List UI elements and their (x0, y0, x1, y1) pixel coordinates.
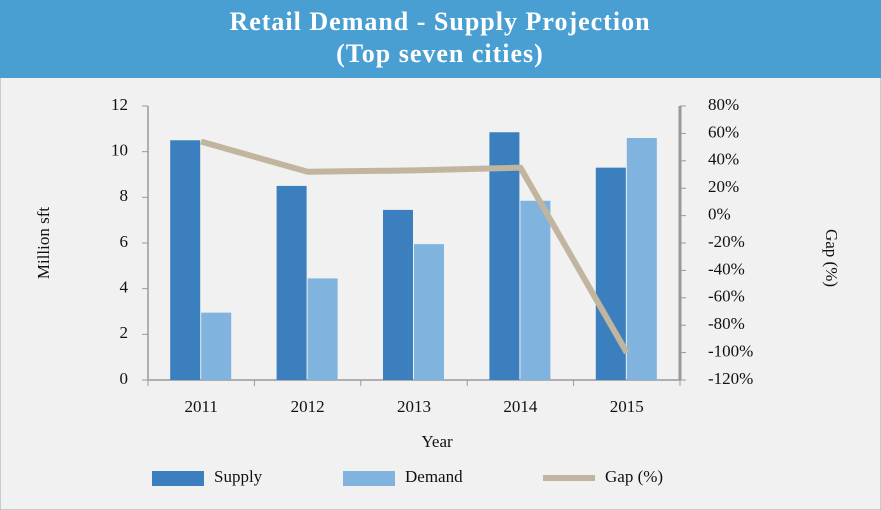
x-tick-label: 2012 (291, 397, 325, 416)
legend-label: Demand (405, 467, 463, 486)
y2-tick-label: 40% (708, 150, 739, 169)
y2-tick-label: 80% (708, 95, 739, 114)
bar (307, 278, 338, 380)
chart-subtitle: (Top seven cities) (336, 39, 544, 68)
legend-label: Gap (%) (605, 467, 663, 486)
bar (201, 312, 232, 380)
x-tick-label: 2011 (185, 397, 218, 416)
bar (489, 132, 520, 380)
y2-tick-label: -100% (708, 342, 753, 361)
y2-tick-label: -20% (708, 232, 745, 251)
chart-title: Retail Demand - Supply Projection (229, 7, 650, 36)
y-tick-label: 10 (111, 141, 128, 160)
y2-tick-label: 0% (708, 205, 731, 224)
bar (383, 209, 413, 380)
legend-label: Supply (214, 467, 263, 486)
bar (170, 140, 201, 380)
y2-axis-label: Gap (%) (822, 229, 841, 287)
y-tick-label: 8 (120, 186, 129, 205)
legend-swatch (152, 471, 204, 486)
y-tick-label: 0 (120, 369, 129, 388)
y2-tick-label: 20% (708, 177, 739, 196)
gap-line (200, 138, 630, 355)
x-tick-label: 2014 (503, 397, 538, 416)
bar (520, 200, 551, 380)
y-axis-label: Million sft (34, 207, 53, 280)
y2-tick-label: 60% (708, 122, 739, 141)
y2-tick-label: -80% (708, 314, 745, 333)
y-tick-label: 6 (120, 232, 129, 251)
y2-tick-label: -40% (708, 259, 745, 278)
bar (626, 137, 657, 380)
legend-swatch (343, 471, 395, 486)
x-tick-label: 2015 (610, 397, 644, 416)
y2-tick-label: -120% (708, 369, 753, 388)
y2-tick-label: -60% (708, 287, 745, 306)
y-tick-label: 12 (111, 95, 128, 114)
x-tick-label: 2013 (397, 397, 431, 416)
title-banner (0, 0, 881, 78)
y-tick-label: 2 (120, 323, 129, 342)
bar (414, 244, 444, 380)
x-axis-label: Year (421, 432, 453, 451)
y-tick-label: 4 (120, 278, 129, 297)
bar (276, 185, 307, 380)
